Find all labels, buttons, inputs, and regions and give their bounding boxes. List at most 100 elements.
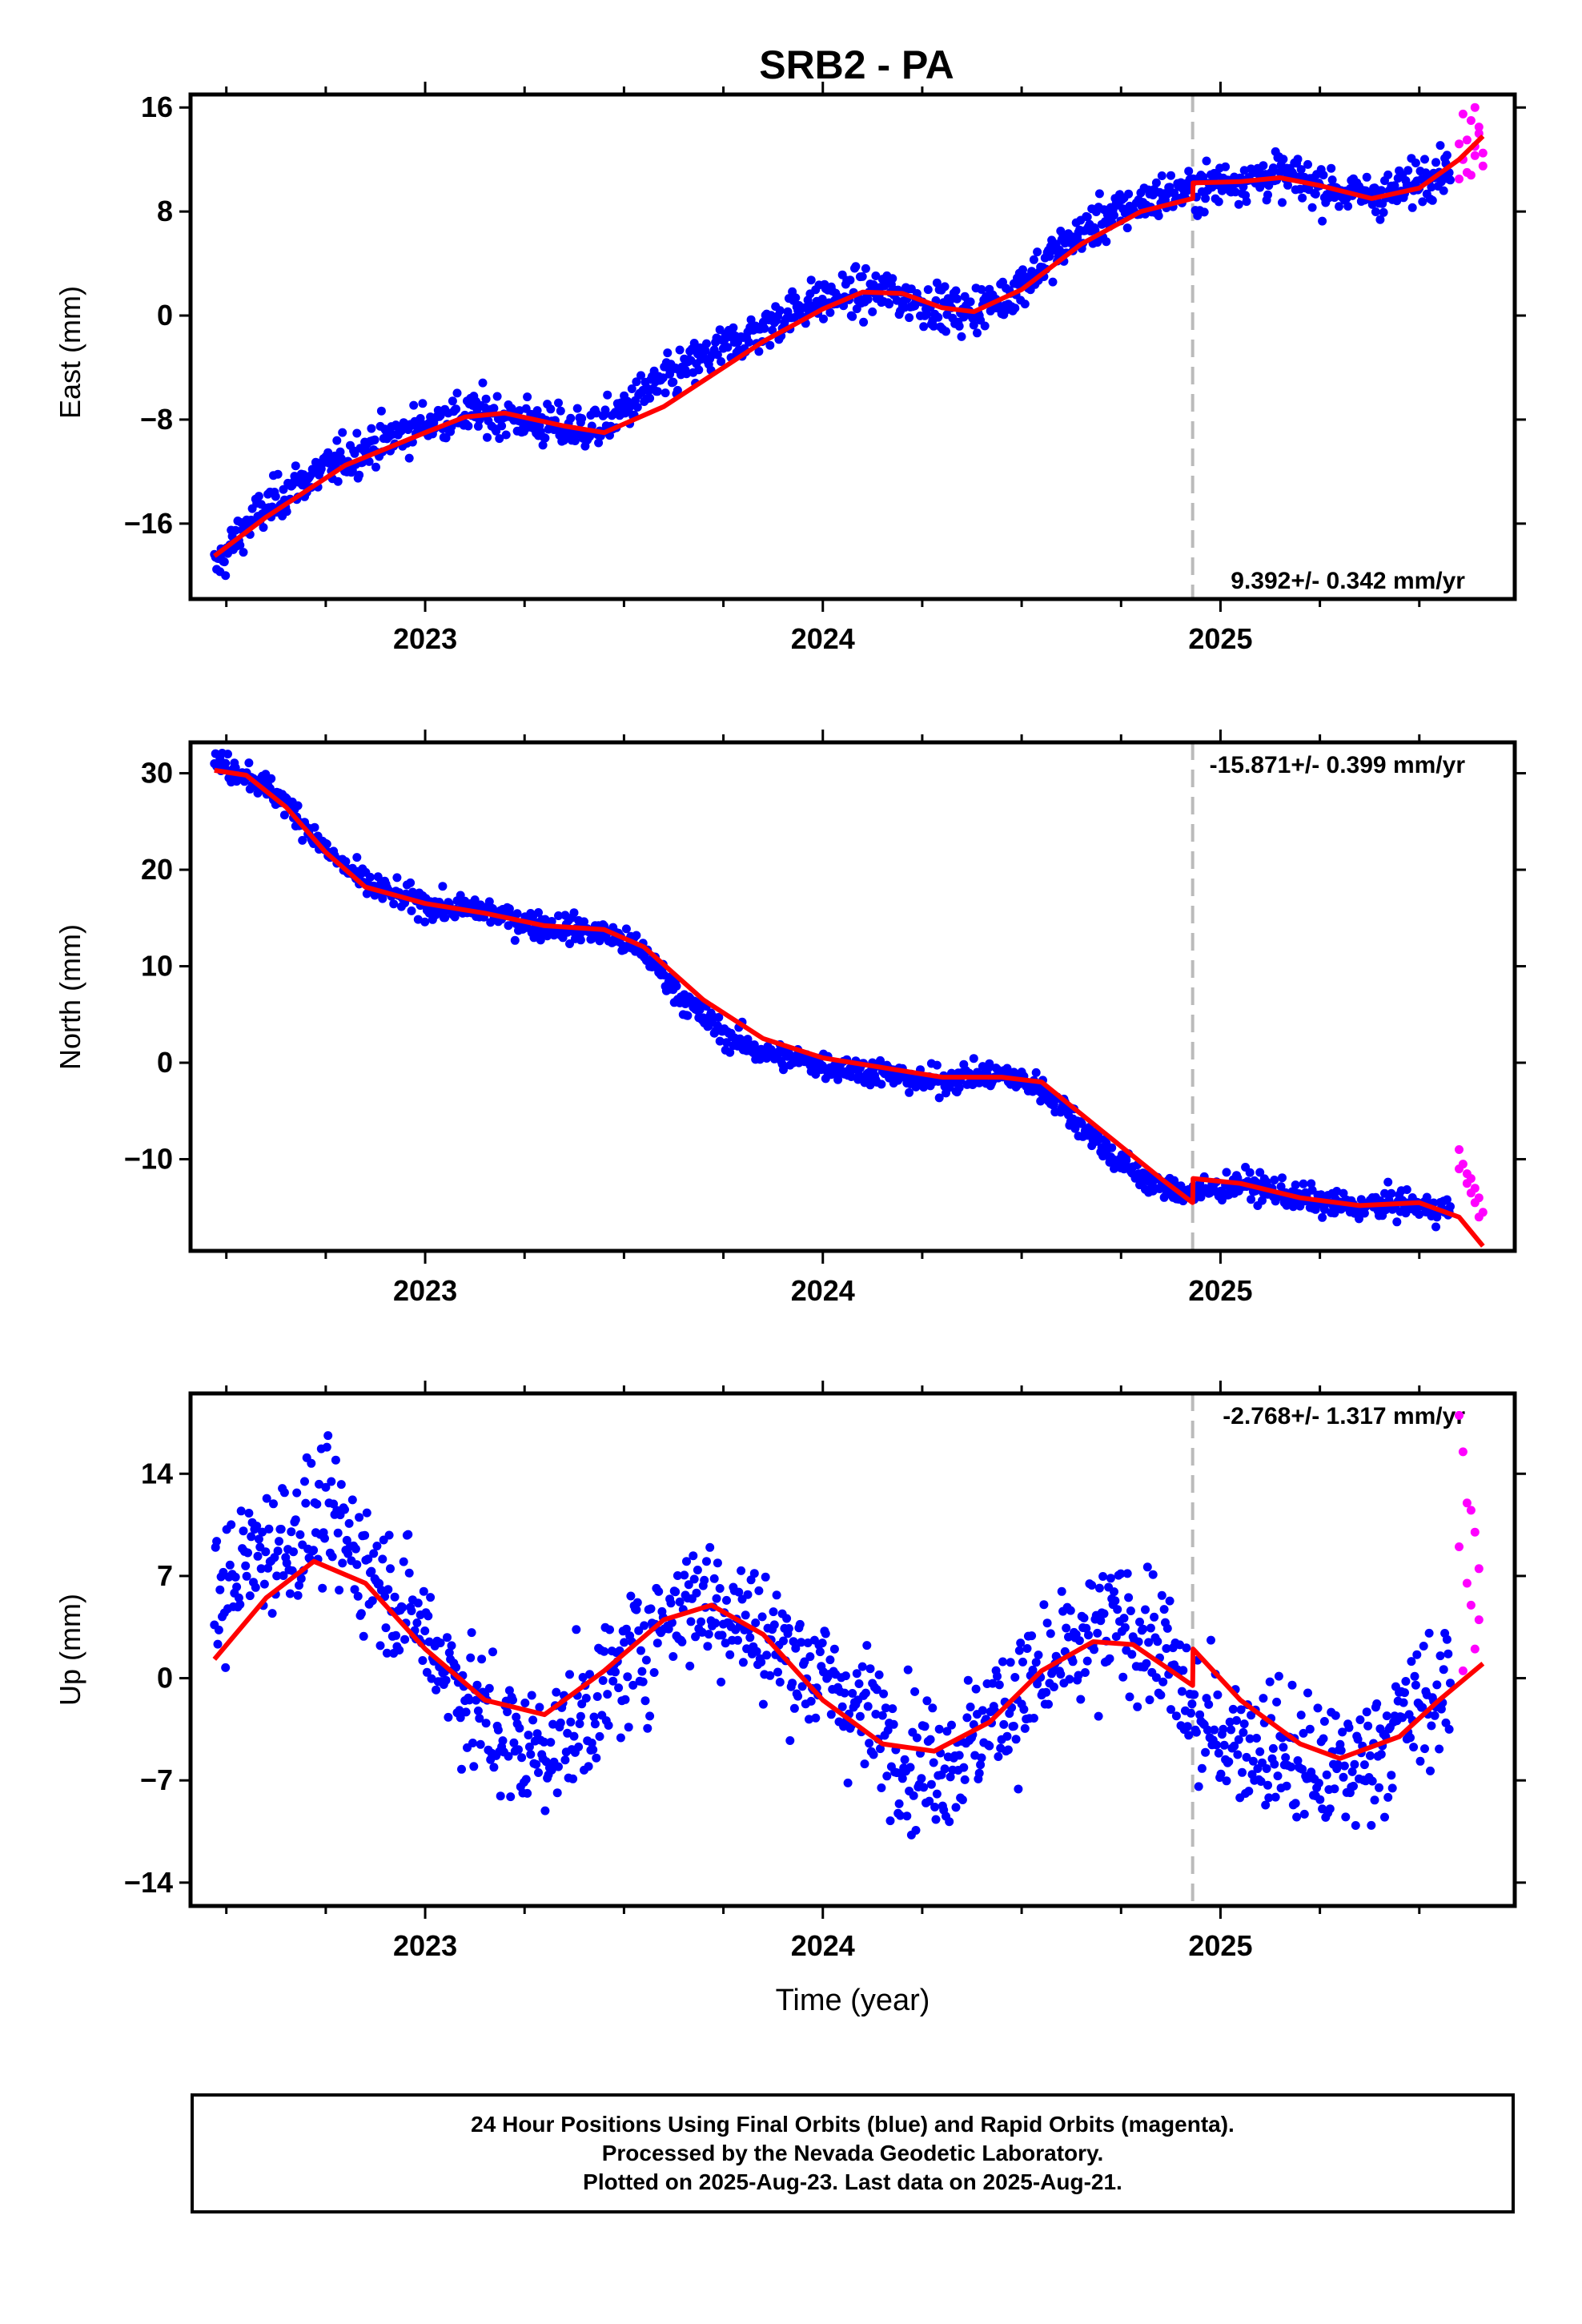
final-point: [803, 1638, 813, 1647]
rapid-point: [1455, 1542, 1464, 1551]
final-point: [356, 1609, 366, 1618]
final-point: [925, 1796, 934, 1806]
final-point: [1116, 1569, 1126, 1578]
final-point: [424, 1611, 433, 1621]
final-point: [859, 317, 869, 327]
final-point: [881, 1703, 890, 1713]
final-point: [1006, 1658, 1015, 1667]
final-point: [1065, 1675, 1074, 1684]
y-tick-label: −16: [124, 507, 173, 540]
final-point: [340, 1505, 349, 1514]
final-point: [406, 878, 416, 887]
final-point: [1039, 1600, 1049, 1610]
final-point: [1042, 1687, 1051, 1697]
x-tick-label: 2024: [791, 622, 855, 655]
final-point: [742, 1644, 752, 1654]
final-point: [270, 1553, 279, 1562]
final-point: [632, 1598, 642, 1607]
final-point: [1049, 1100, 1058, 1109]
final-point: [532, 1759, 541, 1769]
final-point: [744, 337, 753, 347]
final-point: [685, 1661, 695, 1671]
final-point: [469, 1762, 479, 1771]
final-point: [219, 557, 229, 567]
rapid-point: [1478, 148, 1488, 158]
rapid-point: [1466, 1188, 1476, 1198]
final-point: [235, 1600, 245, 1609]
final-point: [492, 426, 501, 436]
final-point: [714, 1012, 724, 1022]
final-point: [1247, 1195, 1256, 1204]
final-point: [1133, 1702, 1142, 1711]
final-point: [811, 1713, 821, 1723]
final-point: [512, 1712, 521, 1722]
y-tick-label: 20: [141, 853, 173, 886]
final-point: [375, 1641, 385, 1651]
final-point: [1171, 1711, 1181, 1721]
final-point: [1236, 1705, 1246, 1715]
final-point: [632, 1605, 641, 1614]
final-point: [590, 1719, 600, 1729]
final-point: [789, 1703, 799, 1713]
final-point: [1239, 1727, 1248, 1737]
final-point: [1044, 1699, 1053, 1709]
final-point: [1014, 1784, 1023, 1794]
final-point: [791, 293, 801, 303]
final-point: [375, 1578, 384, 1588]
rapid-point: [1470, 1527, 1480, 1537]
final-point: [512, 909, 522, 919]
final-point: [407, 1606, 416, 1615]
final-point: [1213, 1690, 1223, 1699]
final-point: [520, 1699, 530, 1707]
final-point: [1353, 1735, 1363, 1744]
final-point: [713, 350, 722, 360]
final-point: [1319, 171, 1328, 180]
final-point: [725, 1650, 735, 1659]
final-point: [947, 1720, 956, 1730]
final-point: [646, 1604, 656, 1614]
final-point: [1375, 215, 1385, 224]
final-point: [1292, 1812, 1302, 1822]
final-point: [1339, 1772, 1348, 1782]
final-point: [671, 1587, 681, 1597]
final-point: [1014, 1646, 1024, 1655]
final-point: [872, 1685, 881, 1695]
final-point: [399, 1557, 408, 1566]
final-point: [448, 396, 457, 406]
final-point: [1427, 183, 1436, 192]
final-point: [472, 1680, 482, 1690]
final-point: [772, 1590, 781, 1600]
final-point: [626, 1591, 636, 1601]
final-point: [221, 758, 231, 768]
final-point: [578, 1673, 588, 1682]
final-point: [1087, 1581, 1097, 1590]
final-point: [1244, 1787, 1254, 1796]
final-point: [1031, 1658, 1041, 1667]
final-point: [1076, 1695, 1086, 1704]
final-point: [1443, 1649, 1453, 1659]
rapid-point: [1462, 135, 1472, 145]
final-point: [215, 1585, 225, 1594]
final-point: [839, 1722, 849, 1731]
final-point: [1197, 1763, 1207, 1773]
final-point: [566, 413, 576, 423]
final-point: [244, 1509, 254, 1518]
final-point: [1291, 1799, 1300, 1808]
final-point: [749, 1569, 759, 1578]
final-point: [1122, 223, 1132, 233]
final-point: [757, 1658, 766, 1667]
final-point: [227, 1520, 236, 1530]
final-point: [1439, 1665, 1448, 1675]
final-point: [1367, 199, 1377, 209]
final-point: [259, 1579, 269, 1589]
final-point: [745, 1633, 755, 1642]
final-point: [1074, 1636, 1084, 1646]
final-point: [476, 1739, 485, 1749]
final-point: [1135, 1617, 1144, 1626]
final-point: [1045, 251, 1054, 261]
final-point: [352, 853, 362, 862]
final-point: [1107, 1143, 1117, 1152]
final-point: [1383, 1792, 1393, 1802]
final-point: [658, 373, 668, 383]
final-point: [971, 1684, 981, 1694]
